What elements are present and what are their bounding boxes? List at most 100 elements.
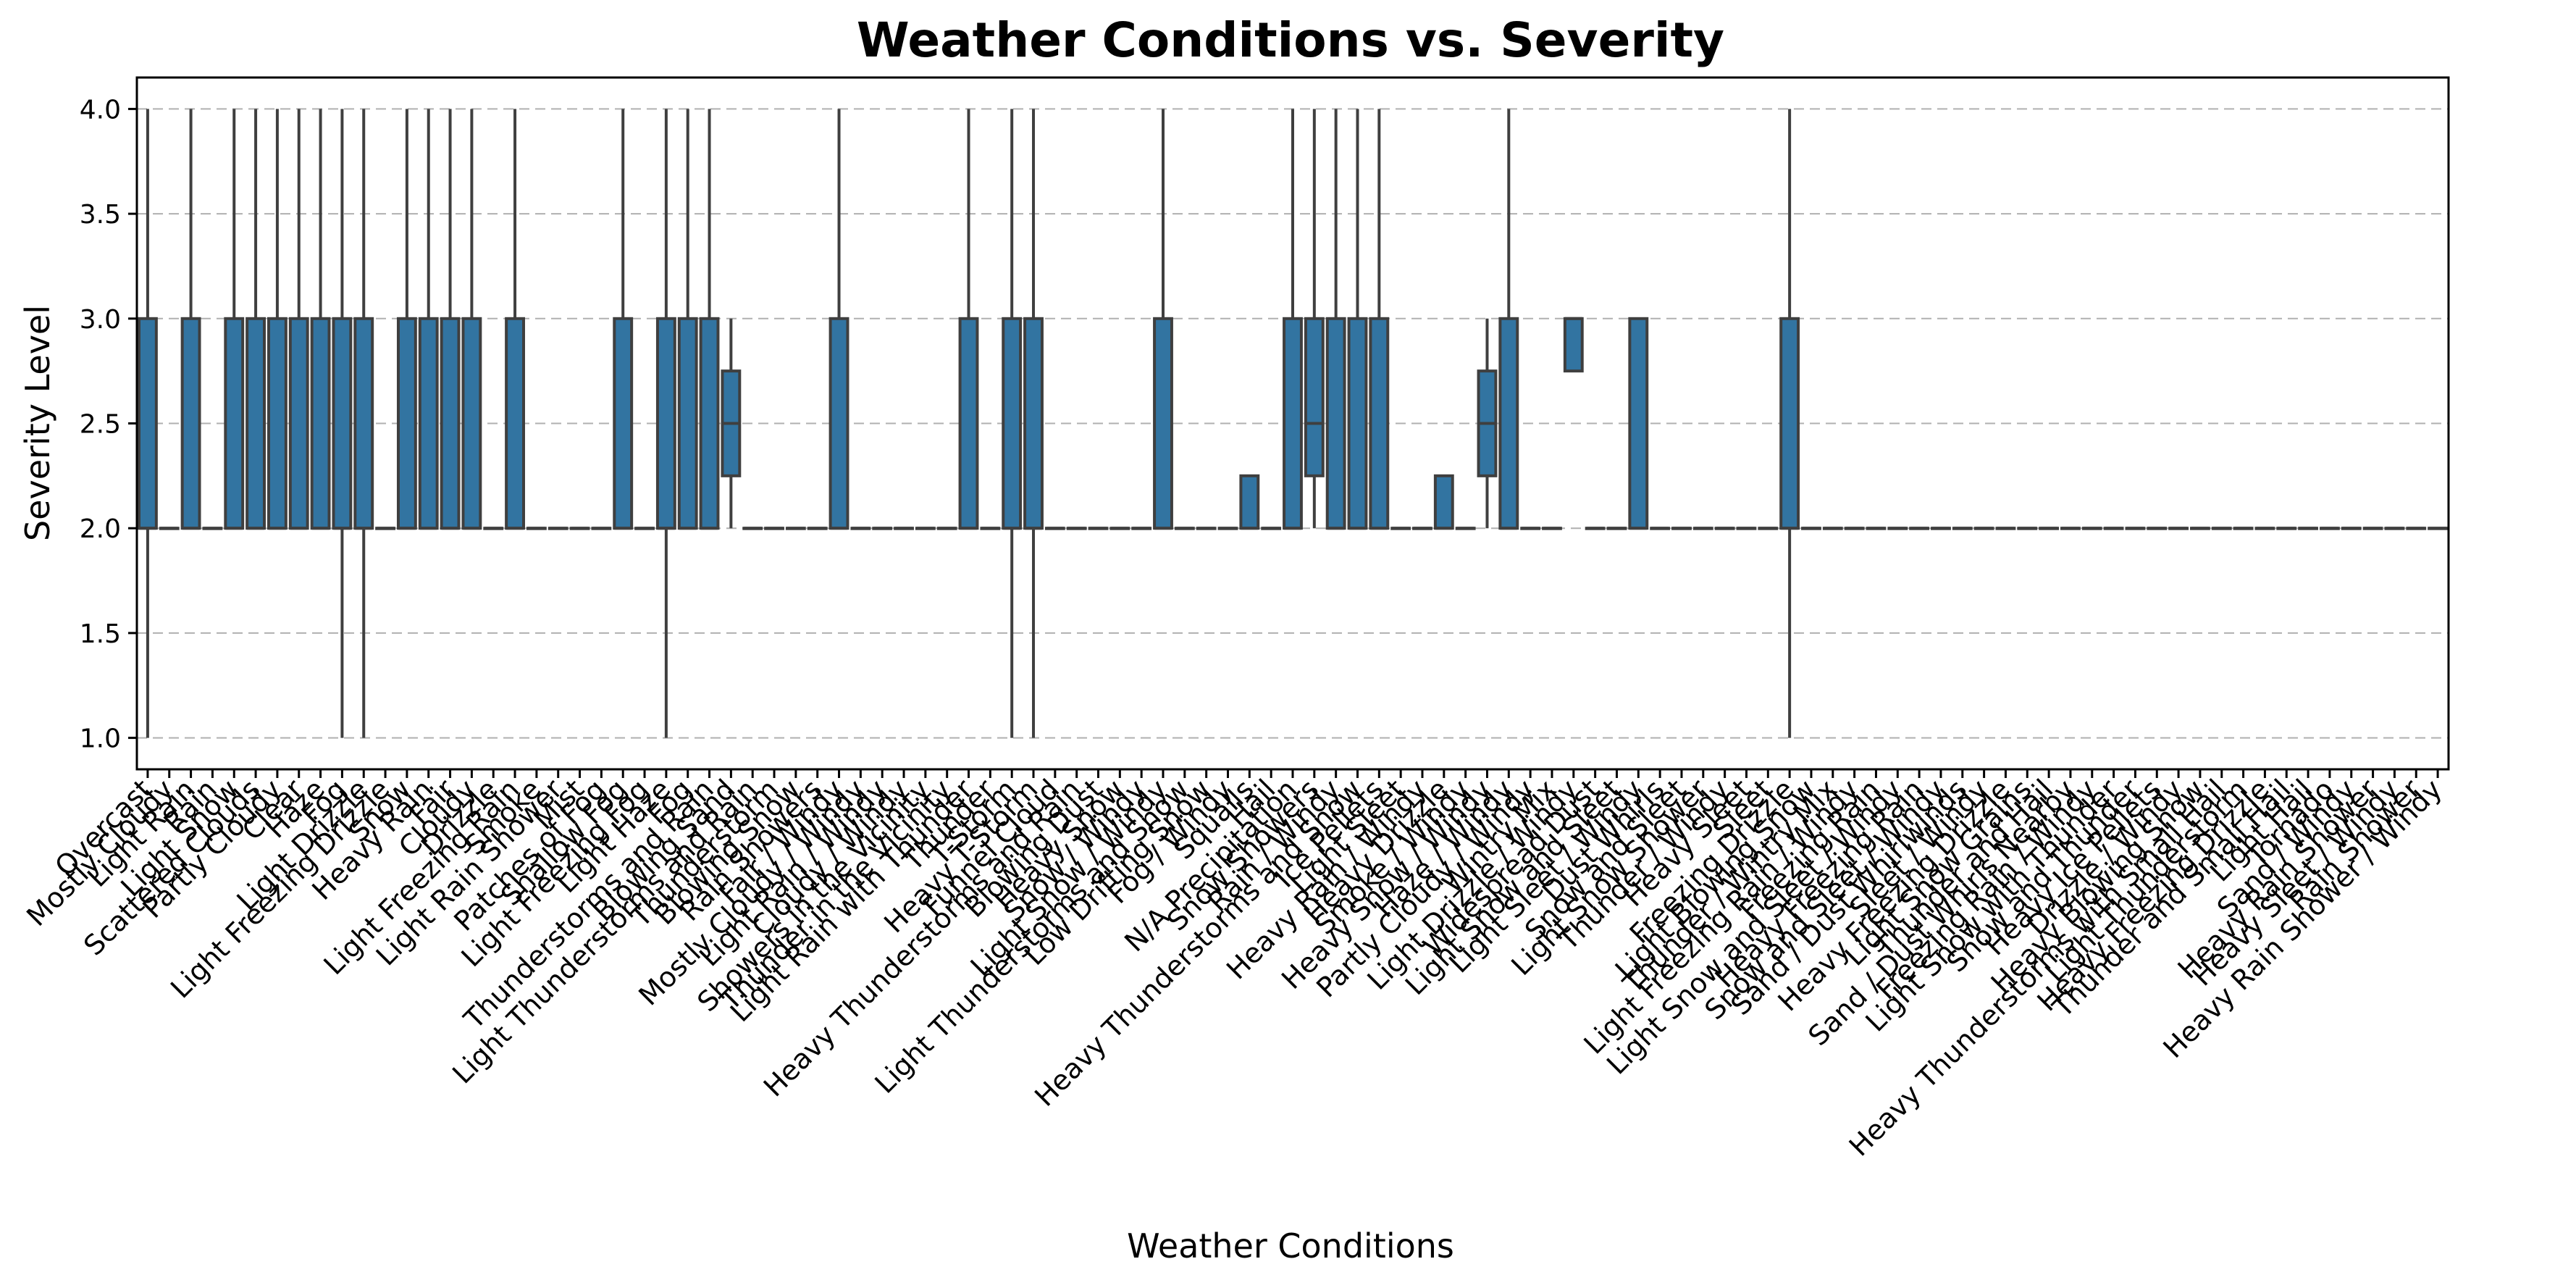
box-48 bbox=[1153, 109, 1173, 530]
box-102 bbox=[2319, 527, 2340, 530]
box-2 bbox=[159, 527, 180, 530]
box-87 bbox=[1995, 527, 2016, 530]
box-50 bbox=[1196, 527, 1217, 530]
box-body bbox=[1628, 317, 1649, 530]
y-tick-label: 2.0 bbox=[80, 514, 121, 544]
box-16 bbox=[461, 109, 482, 530]
box-body bbox=[655, 317, 676, 530]
box-107 bbox=[2428, 527, 2449, 530]
box-41 bbox=[1002, 109, 1023, 738]
box-13 bbox=[396, 109, 417, 530]
box-body bbox=[1347, 317, 1368, 530]
y-tick-label: 4.0 bbox=[80, 95, 121, 125]
y-tick-label: 1.0 bbox=[80, 724, 121, 754]
box-76 bbox=[1758, 527, 1779, 530]
box-body bbox=[461, 317, 482, 530]
box-44 bbox=[1066, 527, 1087, 530]
box-53 bbox=[1261, 527, 1282, 530]
box-3 bbox=[180, 109, 201, 530]
box-body bbox=[440, 317, 461, 530]
box-94 bbox=[2147, 527, 2168, 530]
box-1 bbox=[137, 109, 158, 738]
box-67 bbox=[1563, 317, 1584, 373]
box-66 bbox=[1542, 527, 1562, 530]
box-body bbox=[613, 317, 634, 530]
box-42 bbox=[1023, 109, 1044, 738]
box-body bbox=[353, 317, 374, 530]
box-88 bbox=[2017, 527, 2038, 530]
box-84 bbox=[1931, 527, 1951, 530]
box-71 bbox=[1650, 527, 1671, 530]
box-body bbox=[1563, 317, 1584, 373]
box-27 bbox=[699, 109, 720, 530]
box-9 bbox=[310, 109, 331, 530]
box-68 bbox=[1585, 527, 1606, 530]
box-103 bbox=[2341, 527, 2362, 530]
box-43 bbox=[1044, 527, 1065, 530]
box-74 bbox=[1714, 527, 1735, 530]
box-83 bbox=[1909, 527, 1930, 530]
box-8 bbox=[288, 109, 309, 530]
box-32 bbox=[807, 527, 828, 530]
box-58 bbox=[1369, 109, 1390, 530]
box-36 bbox=[894, 527, 914, 530]
box-11 bbox=[353, 109, 374, 738]
box-85 bbox=[1952, 527, 1973, 530]
box-6 bbox=[246, 109, 267, 530]
box-5 bbox=[224, 109, 245, 530]
box-body bbox=[267, 317, 288, 530]
box-59 bbox=[1390, 527, 1411, 530]
box-38 bbox=[936, 527, 957, 530]
box-52 bbox=[1239, 474, 1260, 530]
box-81 bbox=[1866, 527, 1887, 530]
box-body bbox=[1023, 317, 1044, 530]
box-45 bbox=[1088, 527, 1109, 530]
box-78 bbox=[1801, 527, 1821, 530]
box-34 bbox=[850, 527, 871, 530]
box-77 bbox=[1779, 109, 1800, 738]
box-body bbox=[699, 317, 720, 530]
box-90 bbox=[2060, 527, 2081, 530]
box-97 bbox=[2211, 527, 2232, 530]
box-14 bbox=[418, 109, 439, 530]
box-62 bbox=[1455, 527, 1476, 530]
box-56 bbox=[1325, 109, 1346, 530]
box-4 bbox=[202, 527, 223, 530]
y-tick-label: 1.5 bbox=[80, 619, 121, 649]
y-tick-label: 3.0 bbox=[80, 305, 121, 335]
box-64 bbox=[1498, 109, 1519, 530]
box-28 bbox=[721, 318, 742, 529]
box-body bbox=[828, 317, 849, 530]
box-15 bbox=[440, 109, 461, 530]
box-40 bbox=[980, 527, 1001, 530]
box-body bbox=[1779, 317, 1800, 530]
y-axis-label: Severity Level bbox=[18, 305, 57, 541]
box-body bbox=[246, 317, 267, 530]
box-72 bbox=[1671, 527, 1692, 530]
box-69 bbox=[1606, 527, 1627, 530]
box-91 bbox=[2081, 527, 2102, 530]
box-19 bbox=[526, 527, 547, 530]
box-body bbox=[332, 317, 353, 530]
box-body bbox=[1283, 317, 1303, 530]
box-86 bbox=[1973, 527, 1994, 530]
box-79 bbox=[1822, 527, 1843, 530]
box-body bbox=[1239, 474, 1260, 530]
box-7 bbox=[267, 109, 288, 530]
box-body bbox=[224, 317, 245, 530]
box-55 bbox=[1304, 109, 1325, 529]
box-18 bbox=[505, 109, 525, 530]
box-17 bbox=[483, 527, 504, 530]
box-33 bbox=[828, 109, 849, 530]
box-47 bbox=[1131, 527, 1152, 530]
box-65 bbox=[1520, 527, 1541, 530]
box-body bbox=[677, 317, 698, 530]
box-92 bbox=[2103, 527, 2124, 530]
box-70 bbox=[1628, 317, 1649, 530]
box-body bbox=[1153, 317, 1173, 530]
y-axis: 1.0 1.5 2.0 2.5 3.0 3.5 4.0 bbox=[80, 95, 137, 754]
box-body bbox=[288, 317, 309, 530]
boxes-layer bbox=[137, 109, 2449, 738]
y-tick-label: 2.5 bbox=[80, 410, 121, 440]
